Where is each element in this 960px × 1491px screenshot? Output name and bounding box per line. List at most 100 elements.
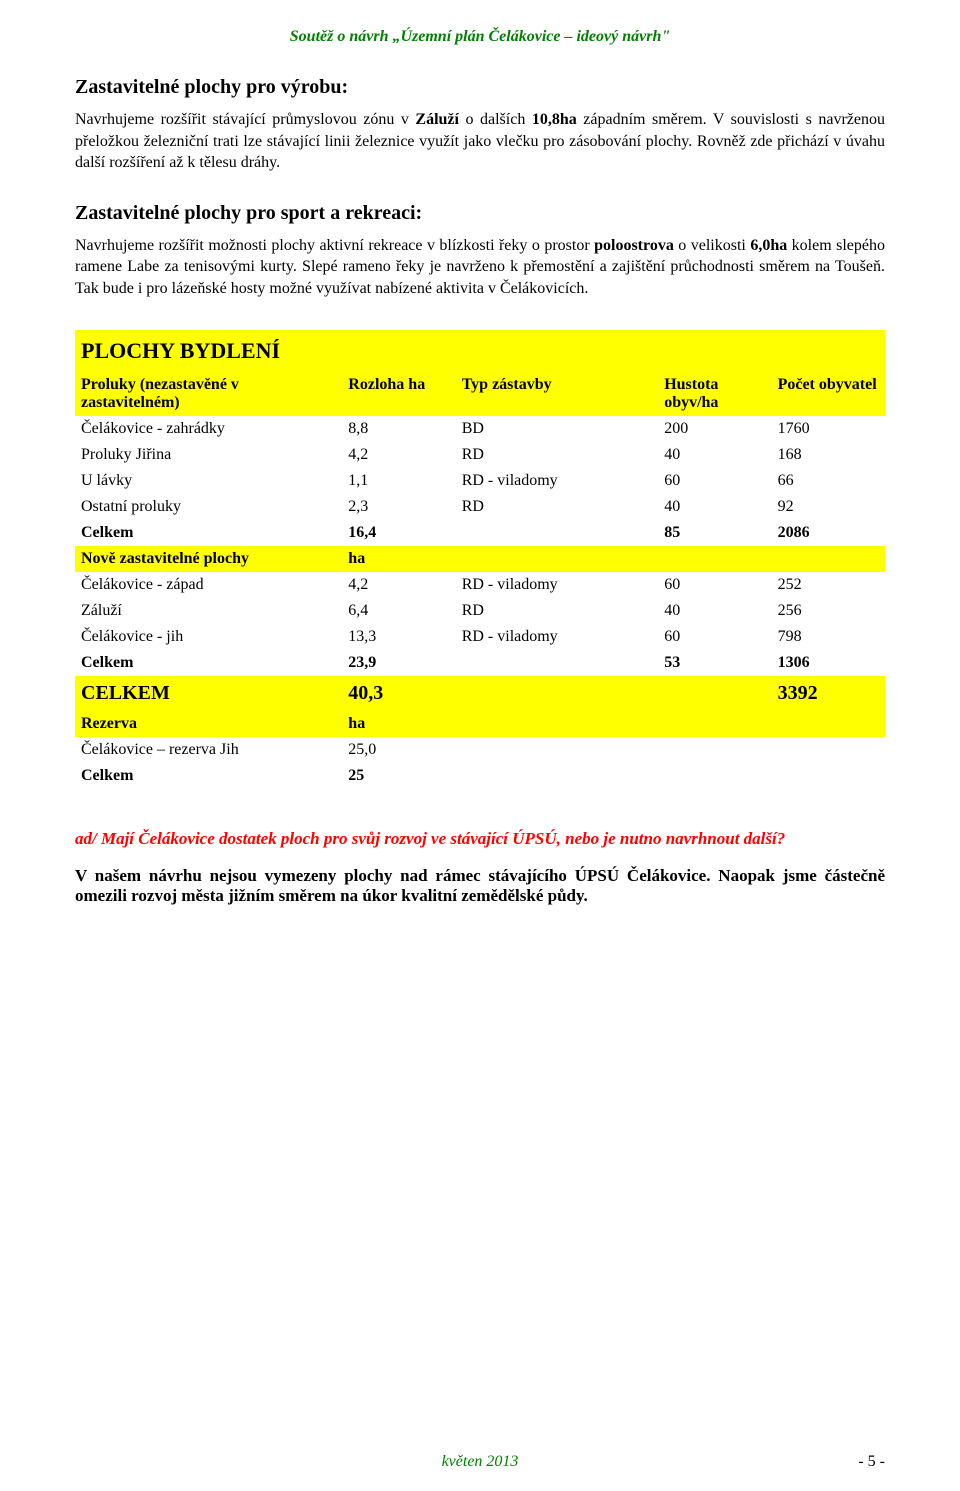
- table-row: Ostatní proluky 2,3 RD 40 92: [75, 494, 885, 520]
- table-row: Proluky Jiřina 4,2 RD 40 168: [75, 442, 885, 468]
- cell: 798: [772, 624, 885, 650]
- cell: 3392: [772, 676, 885, 711]
- cell: 8,8: [342, 416, 455, 442]
- cell: Čelákovice - zahrádky: [75, 416, 342, 442]
- cell: U lávky: [75, 468, 342, 494]
- cell: 200: [658, 416, 771, 442]
- cell: Záluží: [75, 598, 342, 624]
- section-title-vyroba: Zastavitelné plochy pro výrobu:: [75, 76, 885, 99]
- footer-date: květen 2013: [442, 1453, 519, 1470]
- cell: RD: [456, 494, 659, 520]
- cell: 168: [772, 442, 885, 468]
- cell: Ostatní proluky: [75, 494, 342, 520]
- cell: CELKEM: [75, 676, 342, 711]
- cell: [658, 546, 771, 572]
- cell: 40: [658, 442, 771, 468]
- cell: RD - viladomy: [456, 624, 659, 650]
- cell: RD: [456, 442, 659, 468]
- cell: 6,4: [342, 598, 455, 624]
- cell: 25: [342, 763, 455, 789]
- section-body-rekreace: Navrhujeme rozšířit možnosti plochy akti…: [75, 235, 885, 300]
- cell: [456, 520, 659, 546]
- cell: 60: [658, 468, 771, 494]
- cell: [658, 737, 771, 763]
- cell: 23,9: [342, 650, 455, 676]
- cell: 1,1: [342, 468, 455, 494]
- cell: [456, 711, 659, 737]
- cell: [772, 737, 885, 763]
- table-sum-row-3: Celkem 25: [75, 763, 885, 789]
- cell: 85: [658, 520, 771, 546]
- table-header-row-2: Nově zastavitelné plochy ha: [75, 546, 885, 572]
- cell: 2086: [772, 520, 885, 546]
- footer-page-number: - 5 -: [858, 1453, 885, 1471]
- text-fragment: o velikosti: [674, 237, 750, 254]
- cell: Rezerva: [75, 711, 342, 737]
- bold-zaluzi: Záluží: [415, 111, 459, 128]
- cell: [658, 676, 771, 711]
- cell: BD: [456, 416, 659, 442]
- th-pocet: Počet obyvatel: [772, 372, 885, 416]
- cell: 40,3: [342, 676, 455, 711]
- cell: [772, 546, 885, 572]
- cell: 60: [658, 572, 771, 598]
- th-proluky: Proluky (nezastavěné v zastavitelném): [75, 372, 342, 416]
- page-footer: květen 2013 - 5 -: [75, 1453, 885, 1471]
- section-body-vyroba: Navrhujeme rozšířit stávající průmyslovo…: [75, 109, 885, 174]
- table-row: Záluží 6,4 RD 40 256: [75, 598, 885, 624]
- cell: 2,3: [342, 494, 455, 520]
- cell: ha: [342, 546, 455, 572]
- answer-text: V našem návrhu nejsou vymezeny plochy na…: [75, 866, 885, 906]
- cell: 53: [658, 650, 771, 676]
- th-hustota: Hustota obyv/ha: [658, 372, 771, 416]
- cell: RD - viladomy: [456, 468, 659, 494]
- cell: [456, 737, 659, 763]
- cell: [456, 763, 659, 789]
- cell: Čelákovice - západ: [75, 572, 342, 598]
- text-fragment: Navrhujeme rozšířit možnosti plochy akti…: [75, 237, 594, 254]
- cell: [456, 650, 659, 676]
- cell: Čelákovice – rezerva Jih: [75, 737, 342, 763]
- bold-10-8ha: 10,8ha: [532, 111, 577, 128]
- cell: [658, 711, 771, 737]
- cell: 40: [658, 494, 771, 520]
- table-row: U lávky 1,1 RD - viladomy 60 66: [75, 468, 885, 494]
- bold-poloostrova: poloostrova: [594, 237, 674, 254]
- cell: 1306: [772, 650, 885, 676]
- cell: [456, 546, 659, 572]
- cell: 40: [658, 598, 771, 624]
- page: Soutěž o návrh „Územní plán Čelákovice –…: [0, 0, 960, 1491]
- cell: 92: [772, 494, 885, 520]
- cell: 66: [772, 468, 885, 494]
- cell: ha: [342, 711, 455, 737]
- page-header: Soutěž o návrh „Územní plán Čelákovice –…: [75, 28, 885, 46]
- cell: Nově zastavitelné plochy: [75, 546, 342, 572]
- cell: 1760: [772, 416, 885, 442]
- table-total-row: CELKEM 40,3 3392: [75, 676, 885, 711]
- table-row: Čelákovice – rezerva Jih 25,0: [75, 737, 885, 763]
- cell: Čelákovice - jih: [75, 624, 342, 650]
- th-rozloha: Rozloha ha: [342, 372, 455, 416]
- table-sum-row-2: Celkem 23,9 53 1306: [75, 650, 885, 676]
- table-header-row-3: Rezerva ha: [75, 711, 885, 737]
- table-header-row-1: Proluky (nezastavěné v zastavitelném) Ro…: [75, 372, 885, 416]
- question-text: ad/ Mají Čelákovice dostatek ploch pro s…: [75, 829, 885, 849]
- cell: 4,2: [342, 442, 455, 468]
- table-sum-row-1: Celkem 16,4 85 2086: [75, 520, 885, 546]
- table-row: Čelákovice - jih 13,3 RD - viladomy 60 7…: [75, 624, 885, 650]
- cell: 252: [772, 572, 885, 598]
- section-title-rekreace: Zastavitelné plochy pro sport a rekreaci…: [75, 202, 885, 225]
- th-typ: Typ zástavby: [456, 372, 659, 416]
- cell: Celkem: [75, 520, 342, 546]
- cell: [658, 763, 771, 789]
- text-fragment: Navrhujeme rozšířit stávající průmyslovo…: [75, 111, 415, 128]
- table-title-row: PLOCHY BYDLENÍ: [75, 330, 885, 372]
- text-fragment: o dalších: [459, 111, 532, 128]
- cell: [456, 676, 659, 711]
- cell: RD - viladomy: [456, 572, 659, 598]
- cell: 60: [658, 624, 771, 650]
- cell: 4,2: [342, 572, 455, 598]
- cell: Celkem: [75, 650, 342, 676]
- table-plochy-bydleni: PLOCHY BYDLENÍ Proluky (nezastavěné v za…: [75, 330, 885, 789]
- cell: 13,3: [342, 624, 455, 650]
